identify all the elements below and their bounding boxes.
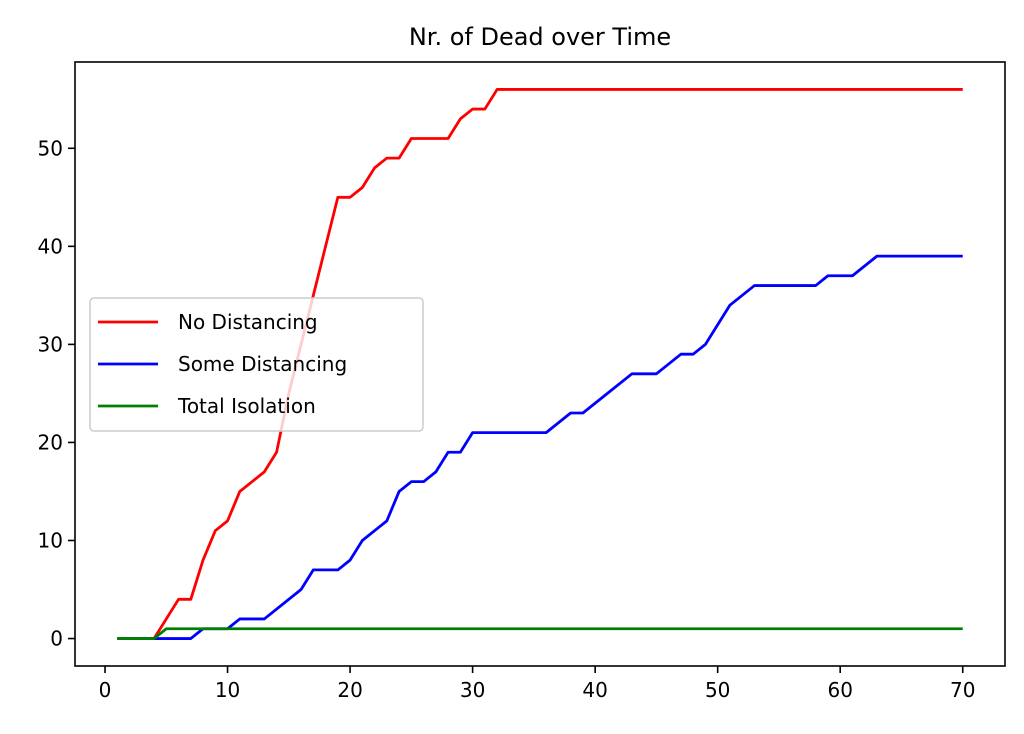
x-tick-label: 20 bbox=[337, 678, 362, 702]
chart-title: Nr. of Dead over Time bbox=[409, 23, 671, 51]
y-tick-label: 40 bbox=[38, 234, 63, 258]
y-tick-label: 30 bbox=[38, 332, 63, 356]
series-line-some-distancing bbox=[117, 254, 963, 640]
y-tick-label: 10 bbox=[38, 528, 63, 552]
x-tick-label: 50 bbox=[705, 678, 730, 702]
series-line-no-distancing bbox=[117, 88, 963, 640]
plot-lines bbox=[117, 88, 963, 640]
x-tick-label: 70 bbox=[950, 678, 975, 702]
plot-frame bbox=[74, 61, 1006, 667]
legend-label-total-isolation: Total Isolation bbox=[177, 394, 316, 418]
x-tick-label: 40 bbox=[582, 678, 607, 702]
legend-label-no-distancing: No Distancing bbox=[178, 310, 318, 334]
y-tick-label: 50 bbox=[38, 136, 63, 160]
x-axis: 0 10 20 30 40 50 60 70 bbox=[99, 666, 975, 702]
y-tick-label: 20 bbox=[38, 430, 63, 454]
legend-box bbox=[89, 297, 424, 432]
x-tick-label: 10 bbox=[215, 678, 240, 702]
x-tick-label: 0 bbox=[99, 678, 112, 702]
legend: No Distancing Some Distancing Total Isolat… bbox=[89, 297, 424, 432]
y-axis: 0 10 20 30 40 50 bbox=[38, 136, 75, 651]
y-tick-label: 0 bbox=[50, 627, 63, 651]
x-tick-label: 60 bbox=[827, 678, 852, 702]
series-line-total-isolation bbox=[117, 627, 963, 640]
x-tick-label: 30 bbox=[460, 678, 485, 702]
legend-label-some-distancing: Some Distancing bbox=[178, 352, 347, 376]
